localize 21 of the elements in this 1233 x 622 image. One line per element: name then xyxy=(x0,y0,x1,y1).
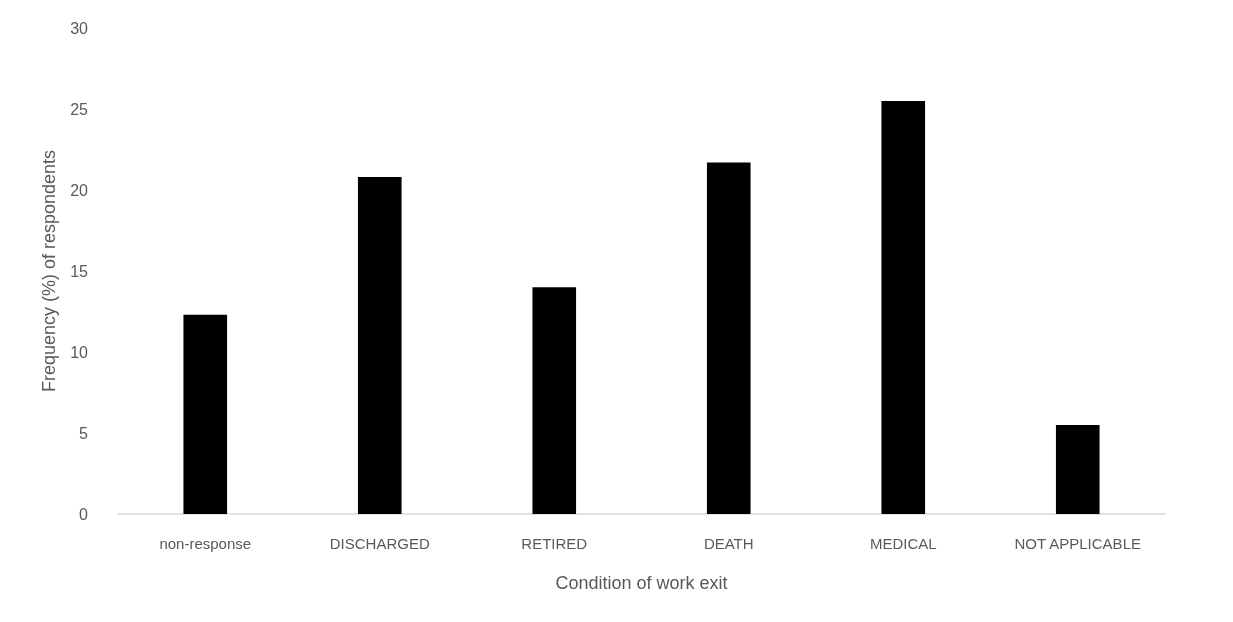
x-tick-label: DISCHARGED xyxy=(329,535,430,552)
bar xyxy=(532,287,577,514)
y-tick-label: 20 xyxy=(70,181,89,199)
x-tick-label: NOT APPLICABLE xyxy=(1014,535,1141,552)
bar xyxy=(881,100,926,514)
x-tick-label: non-response xyxy=(159,535,252,552)
y-tick-label: 5 xyxy=(79,424,89,442)
bar xyxy=(357,177,402,514)
bar xyxy=(1055,424,1100,514)
y-axis-title: Frequency (%) of respondents xyxy=(39,149,59,393)
bar xyxy=(706,162,751,514)
y-tick-label: 25 xyxy=(70,100,89,118)
x-tick-label: DEATH xyxy=(703,535,754,552)
x-tick-label: RETIRED xyxy=(521,535,588,552)
y-tick-label: 0 xyxy=(79,505,89,523)
x-axis-title: Condition of work exit xyxy=(555,573,728,593)
y-tick-label: 10 xyxy=(70,343,89,361)
y-tick-label: 15 xyxy=(70,262,89,280)
y-tick-label: 30 xyxy=(70,19,89,37)
x-tick-label: MEDICAL xyxy=(869,535,937,552)
bar xyxy=(183,314,228,514)
